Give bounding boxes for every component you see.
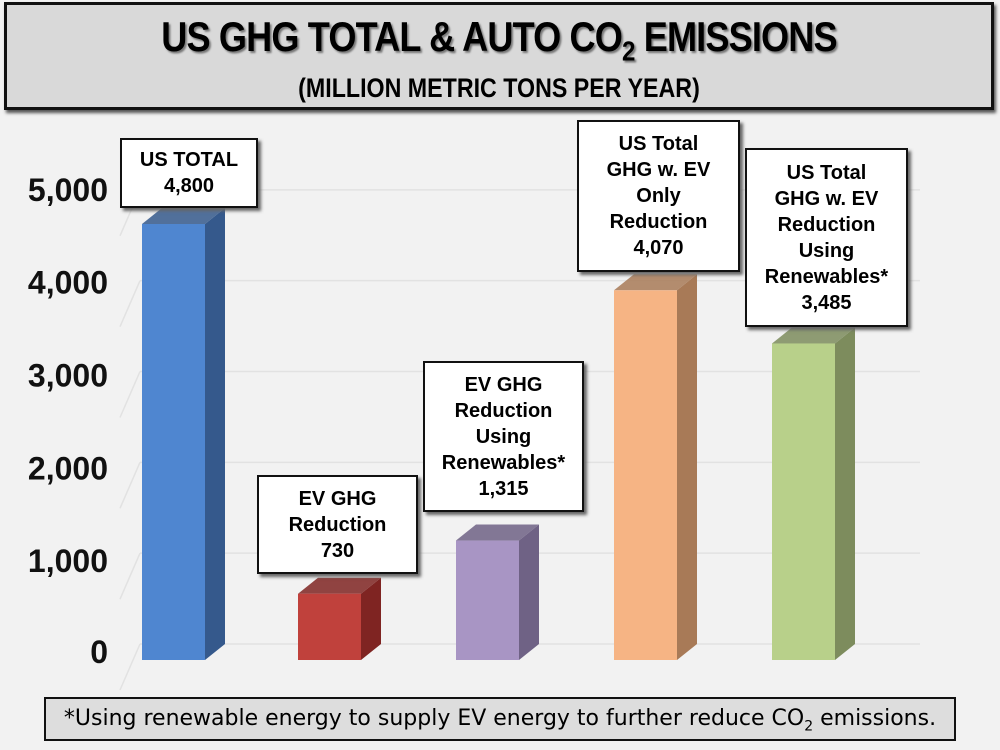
bar-side: [835, 327, 855, 660]
data-label: EV GHG Reduction 730: [257, 475, 418, 574]
data-label: US Total GHG w. EV Reduction Using Renew…: [745, 148, 908, 327]
gridline-diag: [119, 371, 141, 418]
chart-plot: 0 1,000 2,000 3,000 4,000 5,000: [28, 172, 920, 691]
footnote-main: *Using renewable energy to supply EV ene…: [63, 706, 805, 731]
gridline-diag: [119, 280, 141, 327]
bar: [614, 290, 677, 660]
bar-side: [361, 577, 381, 660]
y-tick-label: 0: [90, 634, 108, 670]
bar-top: [614, 274, 697, 291]
gridline-diag: [119, 643, 141, 691]
bar-top: [772, 327, 855, 344]
bar-side: [205, 208, 225, 660]
chart-title: US GHG TOTAL & AUTO CO2 EMISSIONS: [76, 13, 922, 67]
y-tick-label: 5,000: [28, 172, 108, 208]
title-subscript: 2: [622, 35, 635, 67]
title-main: US GHG TOTAL & AUTO CO: [161, 13, 623, 60]
bar: [772, 343, 835, 660]
title-rest: EMISSIONS: [634, 13, 838, 60]
bar: [298, 593, 361, 660]
bar-top: [456, 524, 539, 541]
y-tick-label: 3,000: [28, 358, 108, 394]
y-tick-label: 4,000: [28, 265, 108, 301]
footnote-rest: emissions.: [813, 706, 937, 731]
footnote-subscript: 2: [804, 718, 814, 735]
gridline-diag: [119, 552, 141, 600]
bar: [142, 224, 205, 660]
bar-side: [519, 524, 539, 660]
gridline-diag: [119, 462, 141, 509]
bar-side: [677, 274, 697, 660]
title-box: US GHG TOTAL & AUTO CO2 EMISSIONS (MILLI…: [4, 2, 994, 110]
data-label: US Total GHG w. EV Only Reduction 4,070: [577, 120, 740, 272]
bar-top: [298, 577, 381, 594]
y-tick-label: 1,000: [28, 543, 108, 579]
chart-subtitle: (MILLION METRIC TONS PER YEAR): [298, 73, 700, 104]
y-tick-label: 2,000: [28, 450, 108, 486]
footnote: *Using renewable energy to supply EV ene…: [44, 697, 956, 741]
bar: [456, 540, 519, 660]
data-label: US TOTAL 4,800: [120, 138, 258, 208]
data-label: EV GHG Reduction Using Renewables* 1,315: [423, 361, 584, 512]
bar-top: [142, 208, 225, 224]
